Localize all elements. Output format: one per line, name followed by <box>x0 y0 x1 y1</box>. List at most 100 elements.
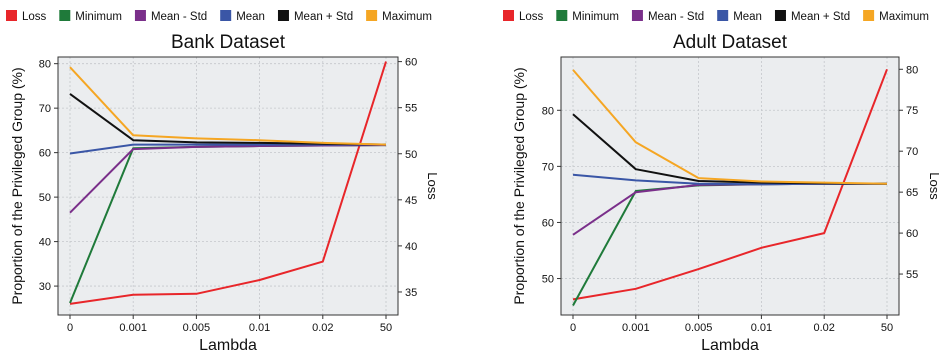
legend-item-mean: Mean <box>220 10 265 23</box>
y-tick-label: 40 <box>39 237 51 249</box>
legend-label: Maximum <box>879 11 929 23</box>
y-axis-right: 55 60 65 70 75 80 <box>899 64 918 281</box>
y2-tick-label: 55 <box>405 103 417 115</box>
y2-tick-label: 70 <box>906 146 918 158</box>
plot-area <box>58 57 398 315</box>
legend-item-minimum: Minimum <box>59 10 122 23</box>
legend-label: Loss <box>519 11 544 23</box>
y-tick-label: 50 <box>542 274 554 286</box>
y2-axis-label: Loss <box>425 172 440 200</box>
y2-tick-label: 40 <box>405 241 417 253</box>
x-tick-label: 0.001 <box>119 322 147 334</box>
legend-swatch <box>863 10 875 21</box>
legend-label: Mean - Std <box>151 11 207 23</box>
legend-swatch <box>6 10 17 21</box>
series-line-loss <box>69 61 387 305</box>
y-axis-label: Proportion of the Privileged Group (%) <box>9 67 25 304</box>
y-tick-label: 70 <box>542 161 554 173</box>
x-tick-label: 0.01 <box>751 322 772 334</box>
x-tick-label: 0.02 <box>813 322 834 334</box>
x-tick-label: 0 <box>570 322 576 334</box>
legend-swatch <box>503 10 514 21</box>
legend-swatch <box>774 10 786 21</box>
y-tick-label: 80 <box>542 105 554 117</box>
legend-swatch <box>631 10 643 21</box>
y2-tick-label: 45 <box>405 195 417 207</box>
series-group <box>572 68 888 306</box>
x-axis-label: Lambda <box>701 337 759 354</box>
y2-tick-label: 80 <box>906 64 918 76</box>
legend-item-mean-std: Mean + Std <box>774 10 850 23</box>
y2-tick-label: 75 <box>906 105 918 117</box>
x-axis-label: Lambda <box>199 337 257 354</box>
legend-item-loss: Loss <box>503 10 544 23</box>
legend-swatch <box>277 10 289 21</box>
legend-swatch <box>59 10 71 21</box>
series-group <box>69 61 387 305</box>
y-axis-left: 50 60 70 80 <box>542 105 561 286</box>
legend-label: Mean - Std <box>648 11 704 23</box>
legend: Loss Minimum Mean - Std Mean Mean + Std Maxim… <box>503 10 929 23</box>
chart-title: Bank Dataset <box>171 32 286 53</box>
legend-label: Mean <box>236 11 265 23</box>
y2-axis-label: Loss <box>927 172 940 200</box>
legend-item-mean-std: Mean - Std <box>134 10 207 23</box>
legend-label: Loss <box>22 11 47 23</box>
y2-tick-label: 35 <box>405 287 417 299</box>
legend: Loss Minimum Mean - Std Mean Mean + Std Maxim… <box>6 10 432 23</box>
legend-item-mean-std: Mean + Std <box>277 10 353 23</box>
legend-item-mean: Mean <box>717 10 762 23</box>
legend-label: Maximum <box>382 11 432 23</box>
y-tick-label: 30 <box>39 281 51 293</box>
gridlines <box>561 57 899 315</box>
y-axis-left: 30 40 50 60 70 80 <box>39 59 58 293</box>
legend-swatch <box>366 10 378 21</box>
y-tick-label: 60 <box>39 148 51 160</box>
y-tick-label: 70 <box>39 103 51 115</box>
series-line-maximum <box>572 69 888 185</box>
x-tick-label: 0.005 <box>685 322 713 334</box>
chart-panel-2: Loss Minimum Mean - Std Mean Mean + Std Maxim… <box>503 10 940 354</box>
y2-tick-label: 50 <box>405 149 417 161</box>
x-tick-label: 50 <box>881 322 893 334</box>
y-tick-label: 50 <box>39 192 51 204</box>
plot-area <box>561 57 899 315</box>
y2-tick-label: 65 <box>906 187 918 199</box>
legend-item-mean-std: Mean - Std <box>631 10 704 23</box>
legend-label: Mean + Std <box>294 11 353 23</box>
legend-label: Mean + Std <box>791 11 850 23</box>
legend-label: Minimum <box>572 11 619 23</box>
x-tick-label: 50 <box>380 322 392 334</box>
legend-item-minimum: Minimum <box>556 10 619 23</box>
y2-tick-label: 60 <box>906 228 918 240</box>
legend-item-maximum: Maximum <box>366 10 432 23</box>
axes-frame <box>560 56 900 316</box>
x-tick-label: 0.02 <box>312 322 333 334</box>
y2-tick-label: 60 <box>405 57 417 69</box>
x-tick-label: 0 <box>67 322 73 334</box>
y2-tick-label: 55 <box>906 269 918 281</box>
legend-swatch <box>717 10 729 21</box>
x-tick-label: 0.001 <box>622 322 650 334</box>
y-axis-right: 35 40 45 50 55 60 <box>398 57 417 299</box>
y-axis-label: Proportion of the Privileged Group (%) <box>511 67 527 304</box>
legend-item-maximum: Maximum <box>863 10 929 23</box>
x-axis: 0 0.001 0.005 0.01 0.02 50 <box>570 315 893 334</box>
legend-swatch <box>134 10 146 21</box>
series-line-loss <box>572 68 888 301</box>
legend-label: Minimum <box>75 11 122 23</box>
x-tick-label: 0.005 <box>183 322 211 334</box>
series-line-maximum <box>69 66 387 146</box>
chart-panel-1: Loss Minimum Mean - Std Mean Mean + Std Maxim… <box>6 10 440 354</box>
y-tick-label: 60 <box>542 217 554 229</box>
legend-label: Mean <box>733 11 762 23</box>
chart-title: Adult Dataset <box>673 32 788 53</box>
legend-swatch <box>220 10 232 21</box>
x-axis: 0 0.001 0.005 0.01 0.02 50 <box>67 315 392 334</box>
x-tick-label: 0.01 <box>249 322 270 334</box>
legend-swatch <box>556 10 568 21</box>
axes-frame <box>57 56 399 316</box>
legend-item-loss: Loss <box>6 10 47 23</box>
